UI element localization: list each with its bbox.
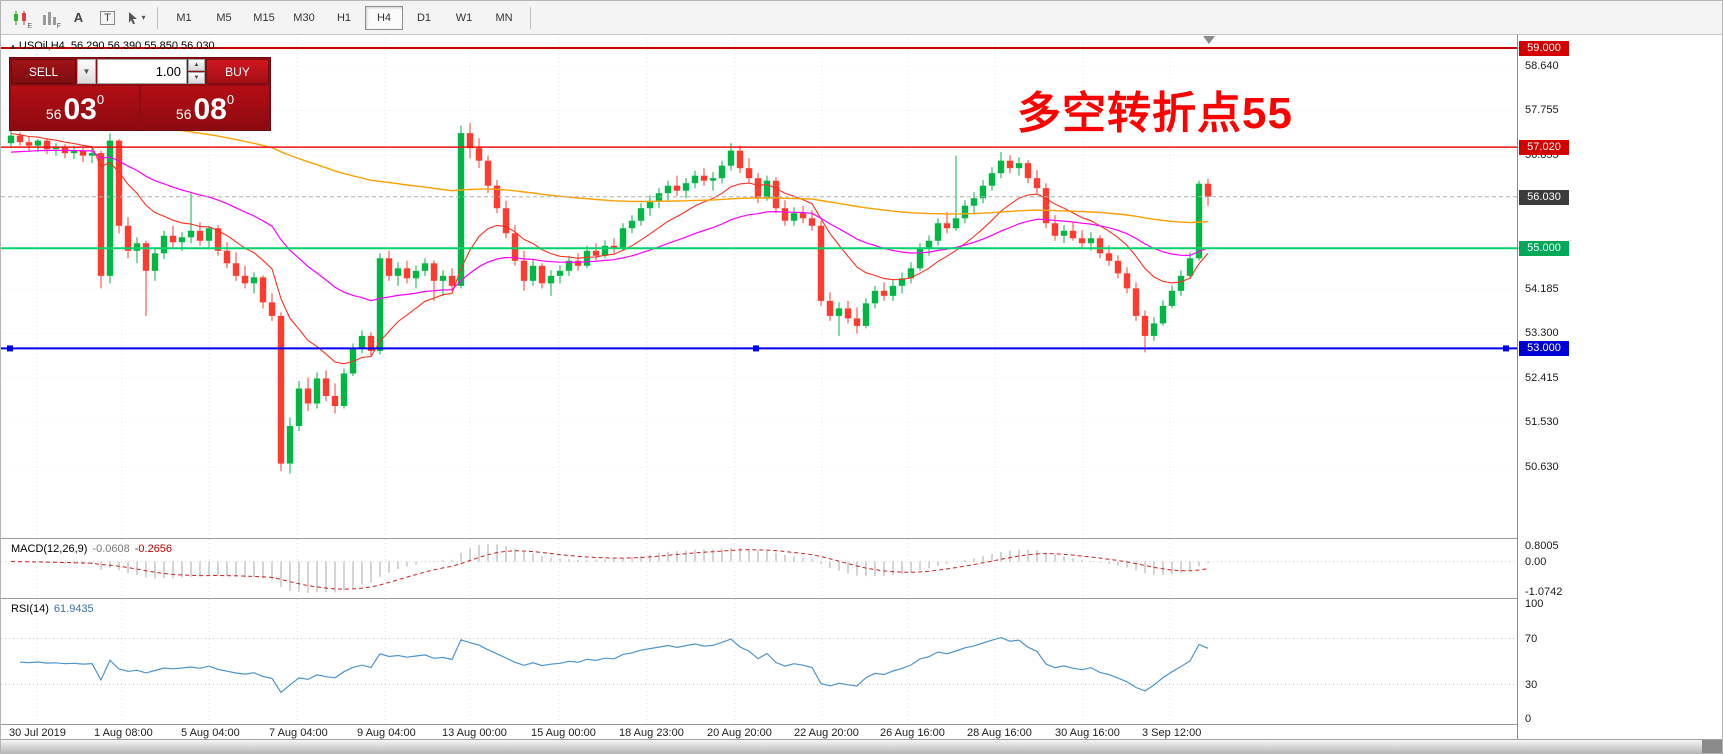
price-axis-label: 52.415 — [1525, 371, 1559, 384]
bid-sup-digit: 0 — [96, 92, 105, 107]
time-axis[interactable]: 30 Jul 2019 1 Aug 08:00 5 Aug 04:00 7 Aug 0… — [1, 725, 1517, 742]
cursor-glyph — [129, 11, 138, 24]
icon-sub-label: F — [56, 22, 61, 30]
bid-price-display[interactable]: 56 03 0 — [11, 86, 139, 129]
time-axis-label: 30 Aug 16:00 — [1055, 727, 1120, 739]
timeframe-button-d1[interactable]: D1 — [416, 11, 432, 24]
volume-input[interactable] — [97, 59, 187, 84]
icon-sub-label: E — [27, 22, 32, 30]
time-axis-label: 9 Aug 04:00 — [357, 727, 416, 739]
rsi-axis-label: 30 — [1525, 678, 1538, 691]
price-axis-badge: 53.000 — [1519, 341, 1569, 357]
panel-separator[interactable] — [1, 598, 1722, 599]
rsi-value: 61.9435 — [53, 603, 94, 615]
sell-button[interactable]: SELL — [11, 59, 76, 84]
toolbar-separator — [530, 6, 531, 29]
price-axis-label: 53.300 — [1525, 327, 1559, 340]
candlestick-chart[interactable] — [1, 34, 1517, 539]
chart-symbol-label: USOil,H4 — [18, 40, 65, 52]
time-axis-label: 20 Aug 20:00 — [707, 727, 772, 739]
macd-panel[interactable] — [1, 539, 1517, 598]
font-label-icon[interactable]: A — [65, 6, 92, 30]
price-axis-badge: 56.030 — [1519, 189, 1569, 205]
ask-price-display[interactable]: 56 08 0 — [141, 86, 269, 129]
panel-separator — [1, 724, 1722, 725]
timeframe-button-m1[interactable]: M1 — [176, 11, 192, 24]
time-axis-label: 13 Aug 00:00 — [442, 727, 507, 739]
price-axis-badge: 55.000 — [1519, 241, 1569, 257]
cursor-tool-icon[interactable]: ▾ — [123, 6, 150, 30]
volume-decrease-button[interactable]: ▼ — [188, 72, 205, 84]
candlestick-style-icon[interactable]: E — [7, 6, 34, 30]
chevron-down-icon: ▾ — [141, 13, 146, 22]
time-axis-label: 7 Aug 04:00 — [269, 727, 328, 739]
macd-label: MACD(12,26,9) -0.0608 -0.2656 — [11, 543, 172, 555]
rsi-axis-label: 0 — [1525, 713, 1532, 725]
toolbar: E F A T ▾ M1 M5 M15 M30 H1 H4 D1 — [1, 1, 1722, 35]
price-axis-label: 57.755 — [1525, 104, 1559, 117]
macd-axis-label: -1.0742 — [1525, 586, 1563, 598]
one-click-trading-panel: SELL ▼ ▲ ▼ BUY 56 03 0 56 08 0 — [9, 57, 271, 131]
scrollbar-end-button[interactable] — [1702, 740, 1722, 753]
time-axis-label: 30 Jul 2019 — [9, 727, 66, 739]
macd-signal-value: -0.2656 — [134, 543, 173, 555]
text-tool-icon[interactable]: T — [94, 6, 121, 30]
rsi-axis-label: 100 — [1525, 598, 1544, 610]
horizontal-scrollbar[interactable] — [1, 739, 1722, 753]
macd-axis-label: 0.8005 — [1525, 540, 1559, 552]
time-axis-label: 1 Aug 08:00 — [94, 727, 153, 739]
time-axis-label: 28 Aug 16:00 — [967, 727, 1032, 739]
macd-main-value: -0.0608 — [92, 543, 130, 555]
symbol-marker-icon: ▲ — [9, 42, 17, 51]
time-axis-label: 3 Sep 12:00 — [1142, 727, 1202, 739]
bid-prefix: 56 — [45, 106, 62, 122]
toolbar-separator — [157, 6, 158, 29]
text-tool-glyph: T — [100, 10, 115, 25]
volume-dropdown-button[interactable]: ▼ — [77, 59, 96, 84]
time-axis-label: 18 Aug 23:00 — [619, 727, 684, 739]
timeframe-button-m30[interactable]: M30 — [293, 11, 315, 24]
time-axis-label: 22 Aug 20:00 — [794, 727, 859, 739]
time-axis-label: 15 Aug 00:00 — [531, 727, 596, 739]
macd-title: MACD(12,26,9) — [11, 543, 88, 555]
timeframe-button-h4[interactable]: H4 — [365, 5, 403, 30]
macd-axis-label: 0.00 — [1525, 555, 1547, 568]
candles-glyph — [13, 10, 26, 25]
rsi-axis-label: 70 — [1525, 632, 1538, 645]
panel-separator[interactable] — [1, 538, 1722, 539]
volume-increase-button[interactable]: ▲ — [188, 59, 205, 71]
bar-style-icon[interactable]: F — [36, 6, 63, 30]
timeframe-button-h1[interactable]: H1 — [336, 11, 352, 24]
bars-glyph — [42, 11, 56, 25]
price-axis-label: 54.185 — [1525, 283, 1559, 296]
ask-sup-digit: 0 — [226, 92, 235, 107]
price-axis-label: 50.630 — [1525, 461, 1559, 474]
ask-prefix: 56 — [175, 106, 192, 122]
rsi-panel[interactable] — [1, 599, 1517, 724]
time-axis-label: 5 Aug 04:00 — [181, 727, 240, 739]
font-label-glyph: A — [73, 10, 84, 25]
price-axis-badge: 59.000 — [1519, 41, 1569, 56]
price-axis-label: 51.530 — [1525, 416, 1559, 429]
timeframe-button-mn[interactable]: MN — [495, 11, 513, 24]
price-axis[interactable]: 58.640 57.755 56.855 54.185 53.300 52.415 51.5… — [1517, 34, 1722, 742]
chart-annotation-text: 多空转折点55 — [1017, 89, 1293, 138]
timeframe-button-w1[interactable]: W1 — [455, 11, 473, 24]
ask-big-digits: 08 — [193, 93, 227, 126]
rsi-title: RSI(14) — [11, 603, 49, 615]
buy-button[interactable]: BUY — [206, 59, 269, 84]
volume-spinner: ▲ ▼ — [188, 59, 205, 84]
timeframe-button-m5[interactable]: M5 — [216, 11, 232, 24]
chart-shift-marker-icon — [1203, 36, 1215, 44]
time-axis-label: 26 Aug 16:00 — [880, 727, 945, 739]
rsi-label: RSI(14) 61.9435 — [11, 603, 94, 615]
timeframe-button-m15[interactable]: M15 — [253, 11, 275, 24]
chart-header: ▲ USOil,H4 56.290 56.390 55.850 56.030 — [9, 40, 215, 52]
price-axis-label: 58.640 — [1525, 60, 1559, 73]
bid-big-digits: 03 — [63, 93, 97, 126]
chart-ohlc-values: 56.290 56.390 55.850 56.030 — [70, 40, 215, 52]
price-axis-badge: 57.020 — [1519, 140, 1569, 156]
